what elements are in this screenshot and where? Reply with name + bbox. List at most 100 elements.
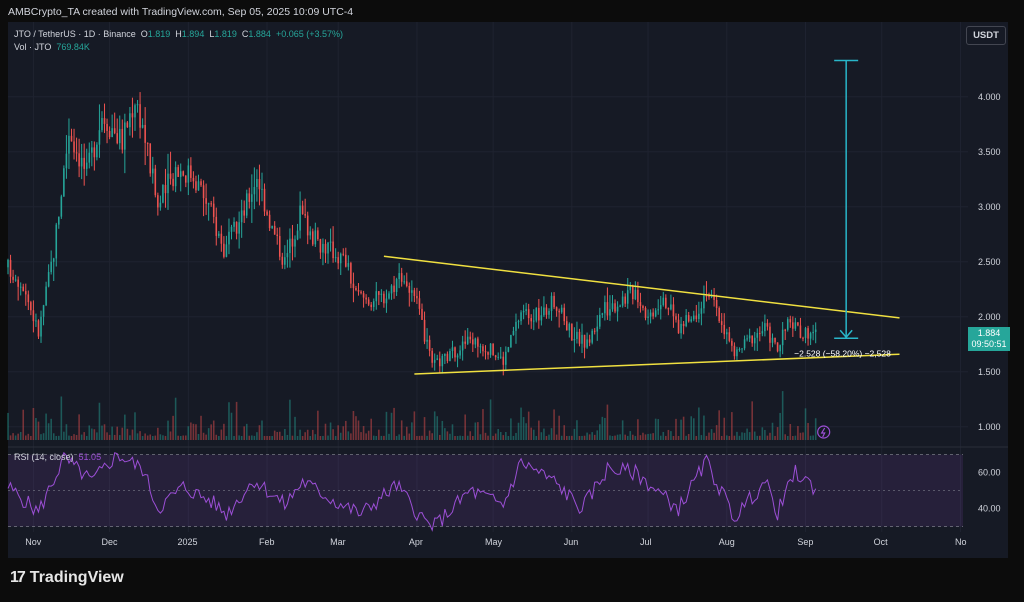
candle-body	[550, 295, 553, 311]
candle-body	[713, 295, 715, 300]
candle-body	[662, 297, 665, 306]
volume-bar	[182, 435, 185, 440]
volume-bar	[134, 412, 136, 440]
volume-bar	[644, 434, 647, 440]
volume-bar	[621, 420, 624, 440]
rsi-legend: RSI (14, close) 51.05	[14, 452, 101, 462]
volume-bar	[609, 435, 611, 440]
candle-body	[253, 186, 256, 195]
symbol-label[interactable]: JTO / TetherUS · 1D · Binance	[14, 29, 136, 39]
candle-body	[243, 210, 245, 216]
volume-bar	[357, 420, 360, 440]
volume-bar	[659, 435, 662, 440]
candle-body	[695, 315, 698, 319]
volume-bar	[296, 435, 299, 440]
volume-bar	[278, 431, 281, 440]
volume-bar	[733, 435, 736, 440]
candle-body	[606, 302, 609, 316]
volume-bar	[251, 435, 253, 440]
candle-body	[385, 298, 388, 304]
volume-bar	[65, 424, 68, 440]
volume-bar	[146, 435, 149, 440]
volume-bar	[195, 424, 197, 440]
candle-body	[649, 312, 652, 317]
volume-bar	[329, 422, 332, 440]
currency-button[interactable]: USDT	[966, 26, 1006, 45]
last-price-tag: 1.884 09:50:51	[968, 327, 1010, 351]
tradingview-logo-icon: 17	[10, 569, 26, 586]
volume-bar	[30, 435, 32, 440]
candle-body	[177, 167, 179, 177]
candle-body	[362, 293, 365, 298]
candle-body	[40, 316, 42, 337]
candle-body	[19, 286, 22, 288]
volume-bar	[319, 435, 322, 440]
candle-body	[299, 205, 301, 231]
candle-body	[367, 299, 370, 305]
time-tick-label: 2025	[178, 537, 198, 547]
candle-body	[510, 335, 512, 348]
volume-bar	[304, 432, 306, 440]
volume-bar	[301, 435, 304, 440]
volume-bar	[654, 418, 657, 440]
candle-body	[350, 263, 352, 284]
volume-bar	[736, 431, 738, 440]
volume-bar	[438, 434, 441, 440]
candle-body	[728, 332, 731, 341]
volume-bar	[781, 391, 784, 440]
candle-body	[609, 309, 611, 316]
candle-body	[438, 358, 441, 367]
tradingview-logo[interactable]: 17 TradingView	[10, 569, 124, 587]
volume-bar	[355, 416, 357, 440]
volume-bar	[37, 421, 40, 440]
candle-body	[769, 326, 771, 343]
volume-bar	[50, 418, 52, 440]
volume-bar	[408, 433, 411, 440]
candle-body	[682, 323, 685, 327]
candle-body	[329, 241, 332, 243]
candle-body	[571, 323, 573, 341]
rsi-pane	[7, 451, 963, 532]
candle-body	[378, 291, 380, 295]
volume-bar	[685, 435, 687, 440]
volume-bar	[550, 428, 553, 440]
volume-bar	[743, 432, 746, 440]
volume-bar	[474, 422, 477, 440]
volume-bar	[154, 435, 157, 440]
high-value: 1.894	[181, 29, 205, 39]
candle-body	[159, 202, 162, 208]
candle-body	[134, 105, 136, 118]
volume-bar	[479, 434, 482, 440]
volume-label[interactable]: Vol · JTO	[14, 42, 52, 52]
volume-bar	[667, 429, 670, 440]
candle-body	[809, 333, 812, 339]
volume-bar	[192, 423, 195, 440]
chart-frame[interactable]	[8, 22, 1008, 558]
candle-body	[799, 325, 802, 338]
candle-body	[421, 308, 423, 320]
volume-bar	[624, 434, 626, 440]
volume-bar	[157, 427, 159, 440]
candle-body	[611, 303, 614, 310]
volume-bar	[657, 419, 660, 440]
volume-bar	[253, 435, 256, 440]
volume-bar	[228, 402, 230, 440]
candle-body	[103, 118, 106, 124]
volume-bar	[698, 407, 700, 440]
volume-bar	[233, 435, 235, 440]
volume-bar	[672, 435, 675, 440]
candle-body	[441, 355, 444, 367]
volume-bar	[311, 429, 314, 440]
volume-bar	[314, 434, 317, 440]
candle-body	[245, 193, 248, 216]
volume-bar	[294, 416, 296, 440]
candle-body	[185, 175, 187, 183]
candle-body	[461, 341, 464, 351]
rsi-label[interactable]: RSI (14, close)	[14, 452, 74, 462]
volume-bar	[764, 429, 766, 440]
candle-body	[317, 230, 319, 240]
volume-bar	[131, 429, 134, 440]
candle-body	[251, 194, 253, 202]
candle-body	[764, 323, 766, 332]
